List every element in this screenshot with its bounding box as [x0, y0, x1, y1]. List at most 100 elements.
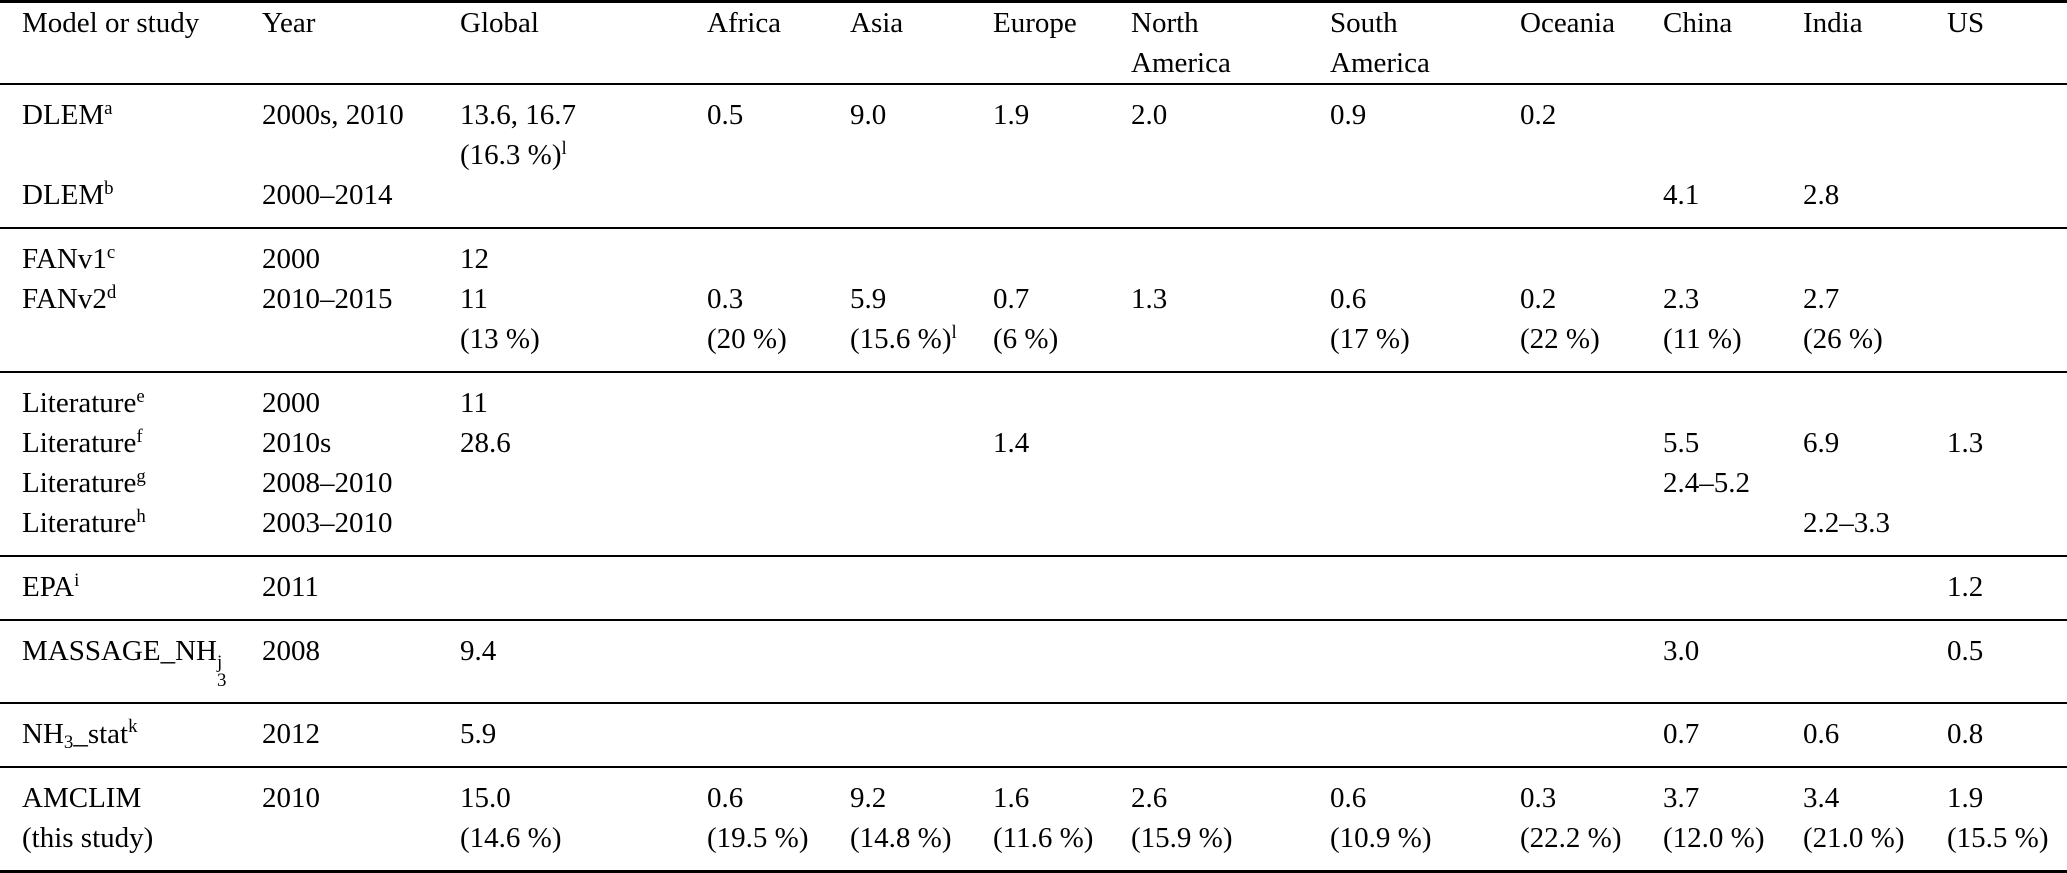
- cell-asia: 9.0: [850, 84, 993, 175]
- cell-africa: [707, 423, 850, 463]
- cell-north_america: 2.6 (15.9 %): [1131, 767, 1330, 872]
- cell-model-line: Literaturef: [22, 425, 143, 459]
- table-group-7: AMCLIM (this study) 2010 15.0 (14.6 %) 0.6 (19…: [0, 766, 2067, 872]
- cell-europe: [993, 620, 1131, 703]
- cell-global: [460, 556, 707, 620]
- footnote-marker: c: [106, 241, 116, 263]
- cell-south_america-line: 0.6: [1330, 781, 1367, 814]
- column-header-europe-line: Europe: [993, 7, 1077, 39]
- cell-model: DLEMb: [0, 175, 262, 228]
- cell-asia: [850, 503, 993, 556]
- column-header-oceania-line: Oceania: [1520, 7, 1615, 39]
- cell-africa-line: 0.5: [707, 99, 744, 131]
- cell-china: [1663, 372, 1803, 423]
- cell-asia-line: 9.0: [850, 99, 887, 131]
- cell-north_america-line: 2.6: [1131, 781, 1168, 814]
- cell-europe: 1.9: [993, 84, 1131, 175]
- cell-china: 3.0: [1663, 620, 1803, 703]
- column-header-oceania: Oceania: [1520, 2, 1663, 85]
- cell-india-line: 6.9: [1803, 427, 1840, 459]
- cell-oceania: 0.2: [1520, 84, 1663, 175]
- cell-europe-line: (6 %): [993, 323, 1059, 355]
- cell-south_america: [1330, 503, 1520, 556]
- cell-us: [1947, 228, 2067, 279]
- cell-europe-line: (11.6 %): [993, 821, 1094, 854]
- cell-south_america: [1330, 175, 1520, 228]
- cell-south_america-line: (17 %): [1330, 323, 1410, 355]
- cell-china: [1663, 228, 1803, 279]
- cell-europe: 1.4: [993, 423, 1131, 463]
- cell-india-line: 2.8: [1803, 179, 1840, 211]
- cell-oceania: [1520, 703, 1663, 767]
- cell-europe: [993, 556, 1131, 620]
- cell-china: 4.1: [1663, 175, 1803, 228]
- cell-global-line: 13.6, 16.7: [460, 99, 576, 131]
- cell-global: 11 (13 %): [460, 279, 707, 372]
- cell-oceania: [1520, 372, 1663, 423]
- cell-year-line: 2012: [262, 717, 320, 750]
- subscript: 3: [63, 731, 74, 753]
- cell-asia: [850, 228, 993, 279]
- cell-global: 15.0 (14.6 %): [460, 767, 707, 872]
- table-group-1: DLEMa 2000s, 2010 13.6, 16.7 (16.3 %)l 0.5 9.…: [0, 84, 2067, 228]
- cell-south_america-line: (10.9 %): [1330, 821, 1432, 854]
- cell-china: 5.5: [1663, 423, 1803, 463]
- cell-year: 2010s: [262, 423, 460, 463]
- cell-india: 2.8: [1803, 175, 1947, 228]
- cell-south_america: [1330, 556, 1520, 620]
- cell-india: [1803, 556, 1947, 620]
- cell-year: 2010–2015: [262, 279, 460, 372]
- cell-china-line: (11 %): [1663, 323, 1742, 355]
- cell-model-line: FANv1c: [22, 241, 116, 275]
- cell-europe-line: 0.7: [993, 283, 1030, 315]
- cell-europe: [993, 703, 1131, 767]
- cell-us-line: 0.8: [1947, 717, 1984, 750]
- cell-china: 3.7 (12.0 %): [1663, 767, 1803, 872]
- cell-global-line: 15.0: [460, 781, 511, 814]
- cell-north_america: [1131, 703, 1330, 767]
- column-header-north_america-line: North: [1131, 7, 1199, 39]
- cell-china-line: (12.0 %): [1663, 821, 1765, 854]
- cell-us-line: 1.2: [1947, 571, 1984, 603]
- cell-us: [1947, 372, 2067, 423]
- cell-north_america: [1131, 556, 1330, 620]
- cell-south_america: [1330, 423, 1520, 463]
- column-header-year: Year: [262, 2, 460, 85]
- cell-year: 2000s, 2010: [262, 84, 460, 175]
- column-header-model: Model or study: [0, 2, 262, 85]
- table-row: Literaturef 2010s 28.6 1.4 5.5 6.9 1.3: [0, 423, 2067, 463]
- table-group-3: Literaturee 2000 11 Literaturef 2010s 28.6 1.4…: [0, 372, 2067, 556]
- column-header-south_america-line: America: [1330, 47, 1430, 79]
- footnote-marker: b: [104, 177, 114, 199]
- cell-africa-line: 0.3: [707, 283, 744, 315]
- table-row: AMCLIM (this study) 2010 15.0 (14.6 %) 0.6 (19…: [0, 767, 2067, 872]
- cell-africa: [707, 620, 850, 703]
- cell-south_america: [1330, 703, 1520, 767]
- cell-model-line: DLEMb: [22, 177, 114, 211]
- table-group-2: FANv1c 2000 12 FANv2d 2010–2015 11 (13 %) 0.3 (2…: [0, 228, 2067, 372]
- cell-model-line: MASSAGE_NH j 3: [22, 635, 227, 691]
- cell-global: [460, 463, 707, 503]
- table-row: FANv2d 2010–2015 11 (13 %) 0.3 (20 %) 5.9 (15.6…: [0, 279, 2067, 372]
- cell-europe: [993, 175, 1131, 228]
- cell-asia: [850, 372, 993, 423]
- cell-china: 2.4–5.2: [1663, 463, 1803, 503]
- cell-oceania-line: 0.2: [1520, 99, 1557, 131]
- column-header-india-line: India: [1803, 7, 1863, 39]
- cell-south_america: [1330, 463, 1520, 503]
- table-group-4: EPAi 2011 1.2: [0, 556, 2067, 620]
- cell-oceania: [1520, 463, 1663, 503]
- footnote-marker: a: [104, 97, 113, 119]
- cell-europe: [993, 372, 1131, 423]
- cell-india-line: 3.4: [1803, 781, 1840, 814]
- cell-oceania: 0.2 (22 %): [1520, 279, 1663, 372]
- cell-oceania: [1520, 503, 1663, 556]
- cell-india: [1803, 463, 1947, 503]
- cell-china-line: 2.3: [1663, 283, 1700, 315]
- table-row: MASSAGE_NH j 3 2008 9.4 3.0 0.5: [0, 620, 2067, 703]
- column-header-africa-line: Africa: [707, 7, 782, 39]
- cell-model-line: AMCLIM: [22, 781, 142, 814]
- column-header-asia-line: Asia: [850, 7, 904, 39]
- cell-us: [1947, 279, 2067, 372]
